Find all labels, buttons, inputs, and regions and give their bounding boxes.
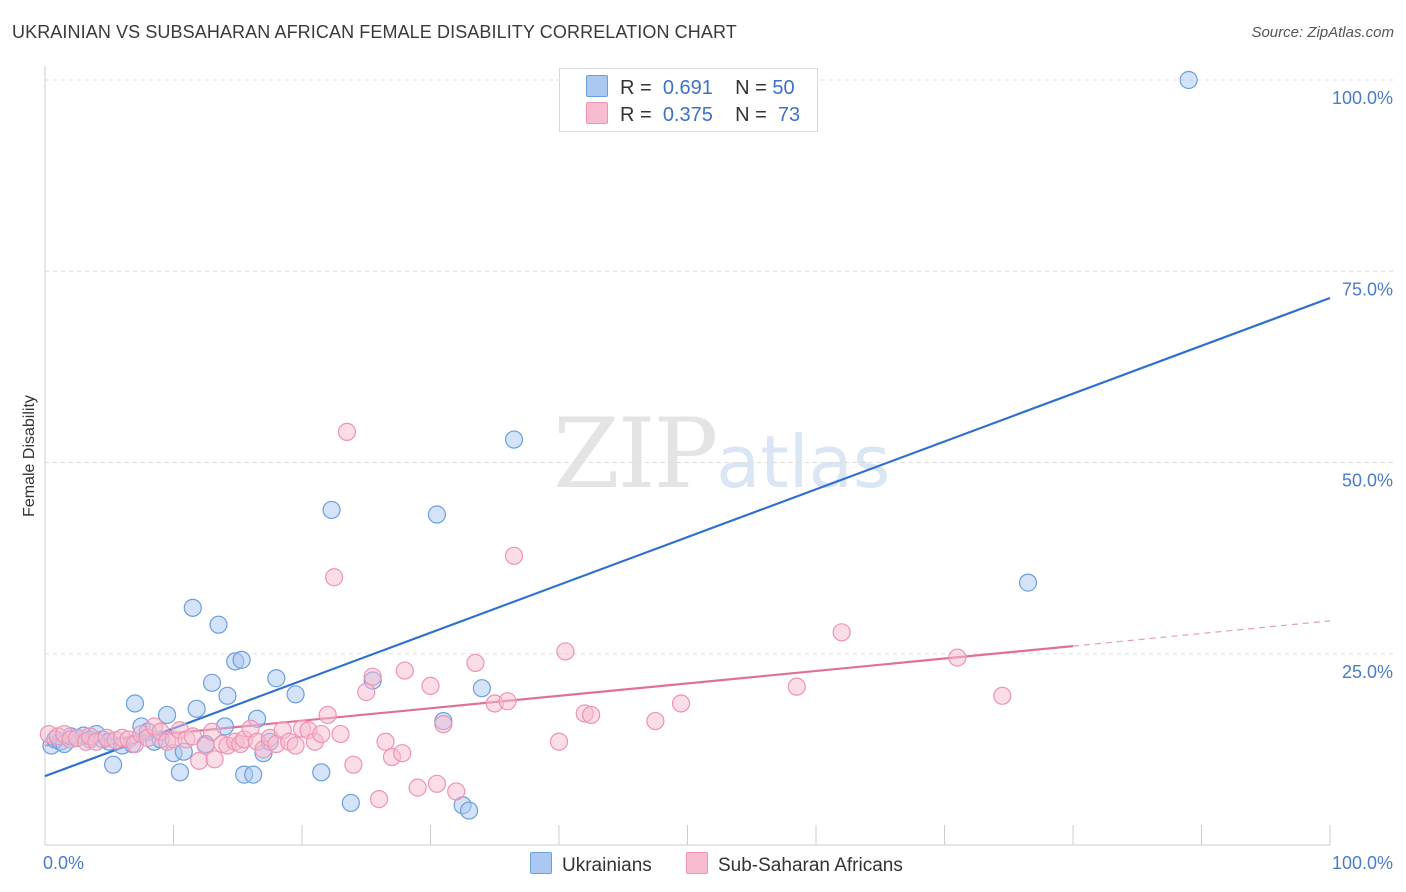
legend-r-label: R = <box>620 77 652 99</box>
subsaharan-point-46 <box>337 422 357 441</box>
chart-title: UKRAINIAN VS SUBSAHARAN AFRICAN FEMALE D… <box>12 22 737 42</box>
subsaharan-point-64 <box>549 732 569 751</box>
series-legend: Ukrainians Sub-Saharan Africans <box>0 852 1406 878</box>
subsaharan-point-72 <box>948 648 967 667</box>
ukrainian-point-11 <box>104 755 123 774</box>
subsaharan-point-60 <box>466 653 485 673</box>
watermark-zip: ZIP <box>553 398 718 510</box>
ukrainian-point-26 <box>202 673 222 692</box>
ukrainian-point-40 <box>322 500 341 520</box>
subsaharan-point-50 <box>370 789 389 809</box>
subsaharan-point-48 <box>357 682 376 702</box>
subsaharan-point-53 <box>393 744 412 763</box>
y-tick-label-2: 50.0% <box>1342 471 1393 491</box>
subsaharan-point-57 <box>427 774 447 793</box>
legend-row-subsaharan: R = 0.375 N = 73 <box>586 102 800 126</box>
legend-row-ukrainians: R = 0.691 N = 50 <box>586 75 795 99</box>
series-legend-subsaharan: Sub-Saharan Africans <box>686 852 903 877</box>
axes <box>44 66 1331 846</box>
tick-labels: 100.0% 75.0% 50.0% 25.0% 0.0% 100.0% <box>43 88 1393 873</box>
ukrainian-point-14 <box>125 694 145 713</box>
subsaharan-point-62 <box>498 692 517 711</box>
series-label-ukrainians: Ukrainians <box>562 855 652 876</box>
legend-r-value: 0.375 <box>662 104 713 126</box>
series-legend-ukrainians: Ukrainians <box>530 852 652 877</box>
ukrainian-point-37 <box>267 669 286 688</box>
subsaharan-point-63 <box>504 546 524 565</box>
subsaharan-point-59 <box>447 782 466 801</box>
x-tick-label-min: 0.0% <box>43 853 84 873</box>
ukrainian-point-39 <box>312 763 331 782</box>
subsaharan-point-54 <box>395 661 414 680</box>
ukrainian-point-43 <box>427 505 447 524</box>
legend-n-label: N = <box>735 77 767 99</box>
ukrainian-point-47 <box>472 679 491 698</box>
y-axis-label: Female Disability <box>21 395 38 517</box>
ukrainian-trend-line <box>44 296 1331 778</box>
subsaharan-point-42 <box>312 724 331 744</box>
data-points <box>39 70 1198 820</box>
subsaharan-point-25 <box>205 750 224 769</box>
subsaharan-point-55 <box>408 778 427 797</box>
subsaharan-point-38 <box>286 736 305 755</box>
ukrainian-point-49 <box>1018 573 1038 592</box>
subsaharan-point-45 <box>331 724 350 744</box>
ukrainian-point-23 <box>183 598 202 617</box>
subsaharan-point-24 <box>202 722 222 741</box>
subsaharan-point-69 <box>671 694 691 713</box>
ukrainian-point-46 <box>459 801 479 820</box>
legend-swatch-subsaharan <box>586 102 608 124</box>
subsaharan-point-71 <box>832 623 851 642</box>
subsaharan-point-58 <box>434 715 453 734</box>
legend-r-label: R = <box>620 104 652 126</box>
subsaharan-point-21 <box>183 727 202 746</box>
ukrainian-point-19 <box>157 705 177 725</box>
y-tick-label-3: 25.0% <box>1342 662 1393 682</box>
subsaharan-point-68 <box>646 711 665 731</box>
subsaharan-point-51 <box>376 732 395 751</box>
subsaharan-point-67 <box>582 705 601 725</box>
ukrainian-point-41 <box>341 793 360 813</box>
subsaharan-point-43 <box>318 705 337 725</box>
correlation-legend: R = 0.691 N = 50 R = 0.375 N = 73 <box>559 68 818 132</box>
ukrainian-point-24 <box>187 699 206 718</box>
subsaharan-trend-extension <box>1072 620 1331 647</box>
y-tick-label-0: 100.0% <box>1332 88 1393 108</box>
subsaharan-point-65 <box>556 642 575 661</box>
ukrainian-point-21 <box>170 763 190 782</box>
legend-n-label: N = <box>735 104 767 126</box>
ukrainian-point-50 <box>1179 70 1198 90</box>
subsaharan-point-49 <box>363 667 382 686</box>
ukrainian-point-29 <box>218 686 237 705</box>
ukrainian-point-27 <box>209 615 228 634</box>
subsaharan-point-73 <box>993 686 1012 705</box>
legend-r-value: 0.691 <box>662 77 713 99</box>
series-swatch-ukrainians <box>530 852 552 874</box>
series-swatch-subsaharan <box>686 852 708 874</box>
legend-n-value: 50 <box>772 77 795 99</box>
x-tick-label-max: 100.0% <box>1332 853 1393 873</box>
ukrainian-point-38 <box>286 685 305 704</box>
ukrainian-point-31 <box>232 650 251 669</box>
ukrainian-point-33 <box>244 765 263 784</box>
series-label-subsaharan: Sub-Saharan Africans <box>718 855 903 876</box>
source-credit: Source: ZipAtlas.com <box>1251 24 1394 41</box>
grid-lines <box>45 79 1395 655</box>
subsaharan-point-22 <box>190 751 209 770</box>
y-tick-label-1: 75.0% <box>1342 279 1393 299</box>
subsaharan-point-56 <box>421 676 440 695</box>
legend-n-value: 73 <box>777 104 801 126</box>
ukrainian-point-48 <box>504 430 524 449</box>
subsaharan-point-70 <box>787 677 806 696</box>
subsaharan-point-47 <box>344 755 363 774</box>
subsaharan-point-44 <box>325 568 344 587</box>
legend-swatch-ukrainians <box>586 75 608 97</box>
